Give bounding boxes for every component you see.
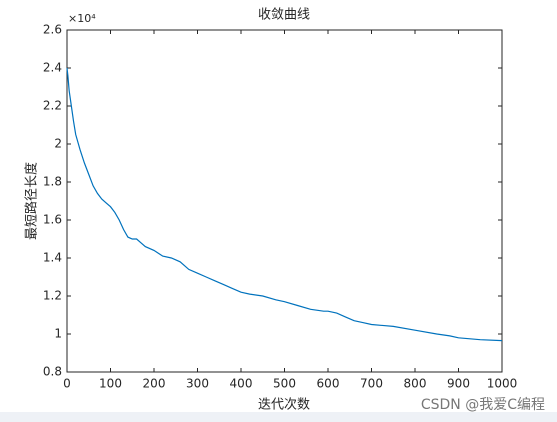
x-tick-label: 0 <box>63 377 71 391</box>
y-tick-label: 1.6 <box>43 213 62 227</box>
x-tick-label: 700 <box>360 377 383 391</box>
x-tick-label: 500 <box>273 377 296 391</box>
x-tick-label: 800 <box>404 377 427 391</box>
x-tick-label: 100 <box>99 377 122 391</box>
line <box>66 67 503 342</box>
x-tick-label: 1000 <box>487 377 518 391</box>
x-tick-label: 600 <box>317 377 340 391</box>
x-tick-label: 300 <box>186 377 209 391</box>
x-tick-label: 400 <box>230 377 253 391</box>
chart-title: 收敛曲线 <box>258 7 310 23</box>
y-tick-label: 2.2 <box>43 99 62 113</box>
footer-strip <box>0 412 557 422</box>
y-exponent: ×10⁴ <box>68 12 96 25</box>
x-tick-label: 900 <box>447 377 470 391</box>
y-tick-label: 0.8 <box>43 365 62 379</box>
x-tick-label: 200 <box>143 377 166 391</box>
plot-box <box>66 29 503 373</box>
y-tick-label: 1 <box>54 327 62 341</box>
y-tick-label: 2.4 <box>43 61 62 75</box>
x-axis-label: 迭代次数 <box>258 397 310 413</box>
y-axis-label: 最短路径长度 <box>24 162 40 240</box>
y-tick-label: 1.8 <box>43 175 62 189</box>
y-tick-label: 1.2 <box>43 289 62 303</box>
y-tick-label: 2 <box>54 137 62 151</box>
y-tick-label: 1.4 <box>43 251 62 265</box>
watermark: CSDN @我爱C编程 <box>421 397 545 413</box>
y-tick-label: 2.6 <box>43 23 62 37</box>
